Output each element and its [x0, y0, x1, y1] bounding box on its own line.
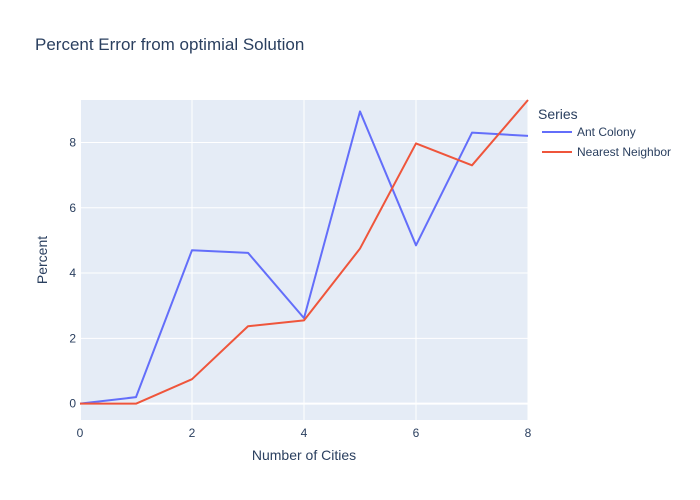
legend-label: Nearest Neighbor [577, 145, 671, 159]
x-tick-label: 8 [525, 426, 532, 440]
y-tick-label: 6 [69, 201, 76, 215]
y-tick-label: 2 [69, 331, 76, 345]
y-tick-label: 4 [69, 266, 76, 280]
legend-item[interactable]: Nearest Neighbor [542, 145, 671, 159]
legend-title: Series [538, 106, 578, 122]
y-axis-ticks: 0 2 4 6 8 [69, 135, 76, 410]
series-line-0 [79, 110, 529, 405]
y-axis-title: Percent [34, 236, 50, 284]
y-tick-label: 0 [69, 397, 76, 411]
x-tick-label: 6 [413, 426, 420, 440]
legend: Series Ant Colony Nearest Neighbor [538, 106, 671, 159]
series-line-1 [80, 99, 529, 405]
x-tick-label: 4 [301, 426, 308, 440]
zero-lines [79, 100, 528, 420]
x-tick-label: 0 [77, 426, 84, 440]
x-axis-title: Number of Cities [252, 447, 356, 463]
x-tick-label: 2 [189, 426, 196, 440]
legend-item[interactable]: Ant Colony [542, 125, 636, 139]
x-axis-ticks: 0 2 4 6 8 [77, 426, 532, 440]
series-lines [79, 99, 529, 405]
legend-label: Ant Colony [577, 125, 636, 139]
chart-title: Percent Error from optimial Solution [35, 35, 304, 54]
y-tick-label: 8 [69, 135, 76, 149]
